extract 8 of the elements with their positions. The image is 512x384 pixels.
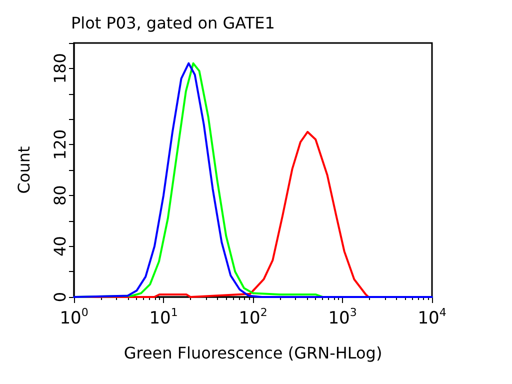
y-tick-label: 0 xyxy=(50,292,70,302)
chart-title: Plot P03, gated on GATE1 xyxy=(71,14,275,32)
y-tick-label: 40 xyxy=(50,236,70,256)
y-axis-title: Count xyxy=(14,146,34,194)
x-axis-title: Green Fluorescence (GRN-HLog) xyxy=(124,344,382,362)
y-tick-label: 80 xyxy=(50,185,70,206)
y-tick-label: 120 xyxy=(50,129,70,160)
y-tick-label: 180 xyxy=(50,53,70,84)
